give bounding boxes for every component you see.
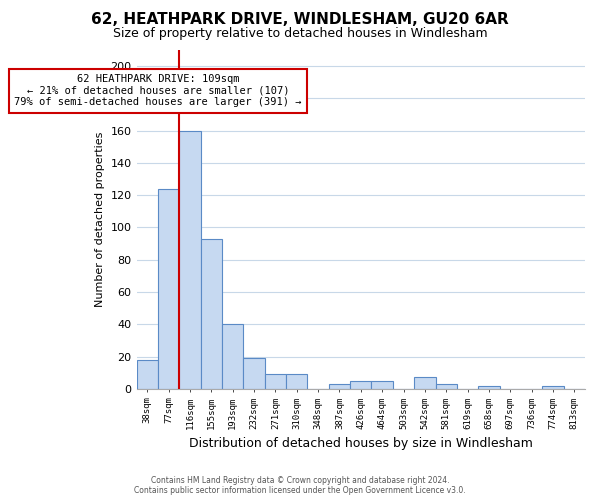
Bar (478, 386, 500, 389)
Bar (542, 386, 563, 389)
Bar (179, 130, 200, 389)
Bar (158, 188, 179, 389)
Text: 62, HEATHPARK DRIVE, WINDLESHAM, GU20 6AR: 62, HEATHPARK DRIVE, WINDLESHAM, GU20 6A… (91, 12, 509, 28)
Text: Contains HM Land Registry data © Crown copyright and database right 2024.
Contai: Contains HM Land Registry data © Crown c… (134, 476, 466, 495)
Bar (329, 384, 350, 389)
Text: 62 HEATHPARK DRIVE: 109sqm
← 21% of detached houses are smaller (107)
79% of sem: 62 HEATHPARK DRIVE: 109sqm ← 21% of deta… (14, 74, 302, 108)
Bar (350, 380, 371, 389)
Bar (244, 358, 265, 389)
Bar (222, 324, 244, 389)
Bar (137, 360, 158, 389)
X-axis label: Distribution of detached houses by size in Windlesham: Distribution of detached houses by size … (189, 437, 533, 450)
Bar (436, 384, 457, 389)
Bar (265, 374, 286, 389)
Bar (371, 380, 393, 389)
Bar (200, 238, 222, 389)
Y-axis label: Number of detached properties: Number of detached properties (95, 132, 105, 307)
Text: Size of property relative to detached houses in Windlesham: Size of property relative to detached ho… (113, 28, 487, 40)
Bar (414, 378, 436, 389)
Bar (286, 374, 307, 389)
